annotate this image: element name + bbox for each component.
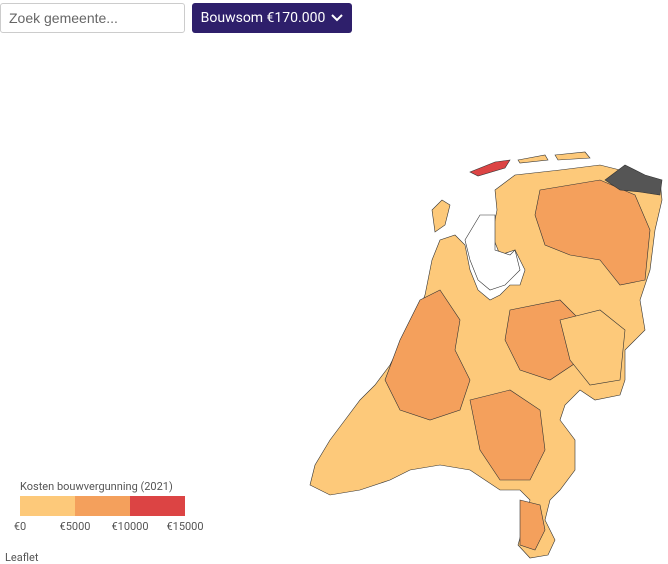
chevron xyxy=(331,14,344,22)
attribution[interactable]: Leaflet xyxy=(5,551,39,564)
vlieland xyxy=(469,159,511,177)
region xyxy=(519,499,546,551)
legend-ticks: €0 €5000 €10000 €15000 xyxy=(14,520,220,534)
legend-swatch xyxy=(75,496,130,516)
island xyxy=(554,151,591,161)
legend-swatch xyxy=(20,496,75,516)
region xyxy=(604,164,663,196)
legend: Kosten bouwvergunning (2021) €0 €5000 €100… xyxy=(14,480,220,534)
island xyxy=(517,154,549,164)
bouwsom-button[interactable]: Bouwsom €170.000 xyxy=(192,3,352,33)
region xyxy=(469,389,546,481)
region xyxy=(559,309,626,386)
ijsselmeer xyxy=(464,214,521,291)
legend-label: €15000 xyxy=(166,520,204,533)
search-input[interactable] xyxy=(0,3,185,33)
legend-label: €10000 xyxy=(111,520,149,533)
texel xyxy=(431,199,451,233)
region xyxy=(384,289,471,421)
legend-label: €5000 xyxy=(59,520,91,533)
netherlands xyxy=(309,164,663,559)
legend-swatches xyxy=(20,496,185,516)
button-label: Bouwsom €170.000 xyxy=(200,10,326,26)
legend-label: €0 xyxy=(13,520,27,533)
legend-title: Kosten bouwvergunning (2021) xyxy=(20,480,173,493)
legend-swatch xyxy=(130,496,185,516)
